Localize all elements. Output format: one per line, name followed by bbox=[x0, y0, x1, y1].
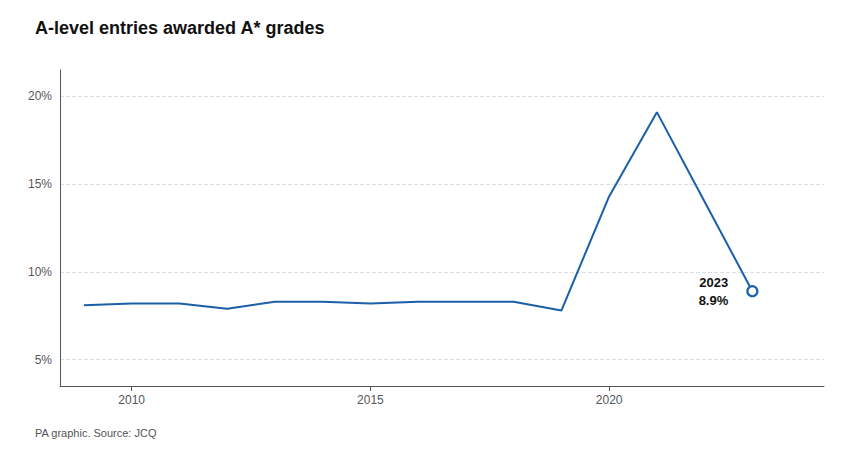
svg-text:8.9%: 8.9% bbox=[699, 293, 729, 308]
svg-text:2023: 2023 bbox=[699, 275, 728, 290]
svg-text:15%: 15% bbox=[28, 177, 52, 191]
svg-text:PA graphic. Source: JCQ: PA graphic. Source: JCQ bbox=[35, 427, 157, 439]
svg-text:2015: 2015 bbox=[357, 393, 384, 407]
svg-text:2020: 2020 bbox=[596, 393, 623, 407]
svg-text:2010: 2010 bbox=[118, 393, 145, 407]
svg-text:A-level entries awarded A* gra: A-level entries awarded A* grades bbox=[35, 18, 324, 38]
svg-text:20%: 20% bbox=[28, 89, 52, 103]
svg-text:5%: 5% bbox=[35, 353, 53, 367]
svg-text:10%: 10% bbox=[28, 265, 52, 279]
